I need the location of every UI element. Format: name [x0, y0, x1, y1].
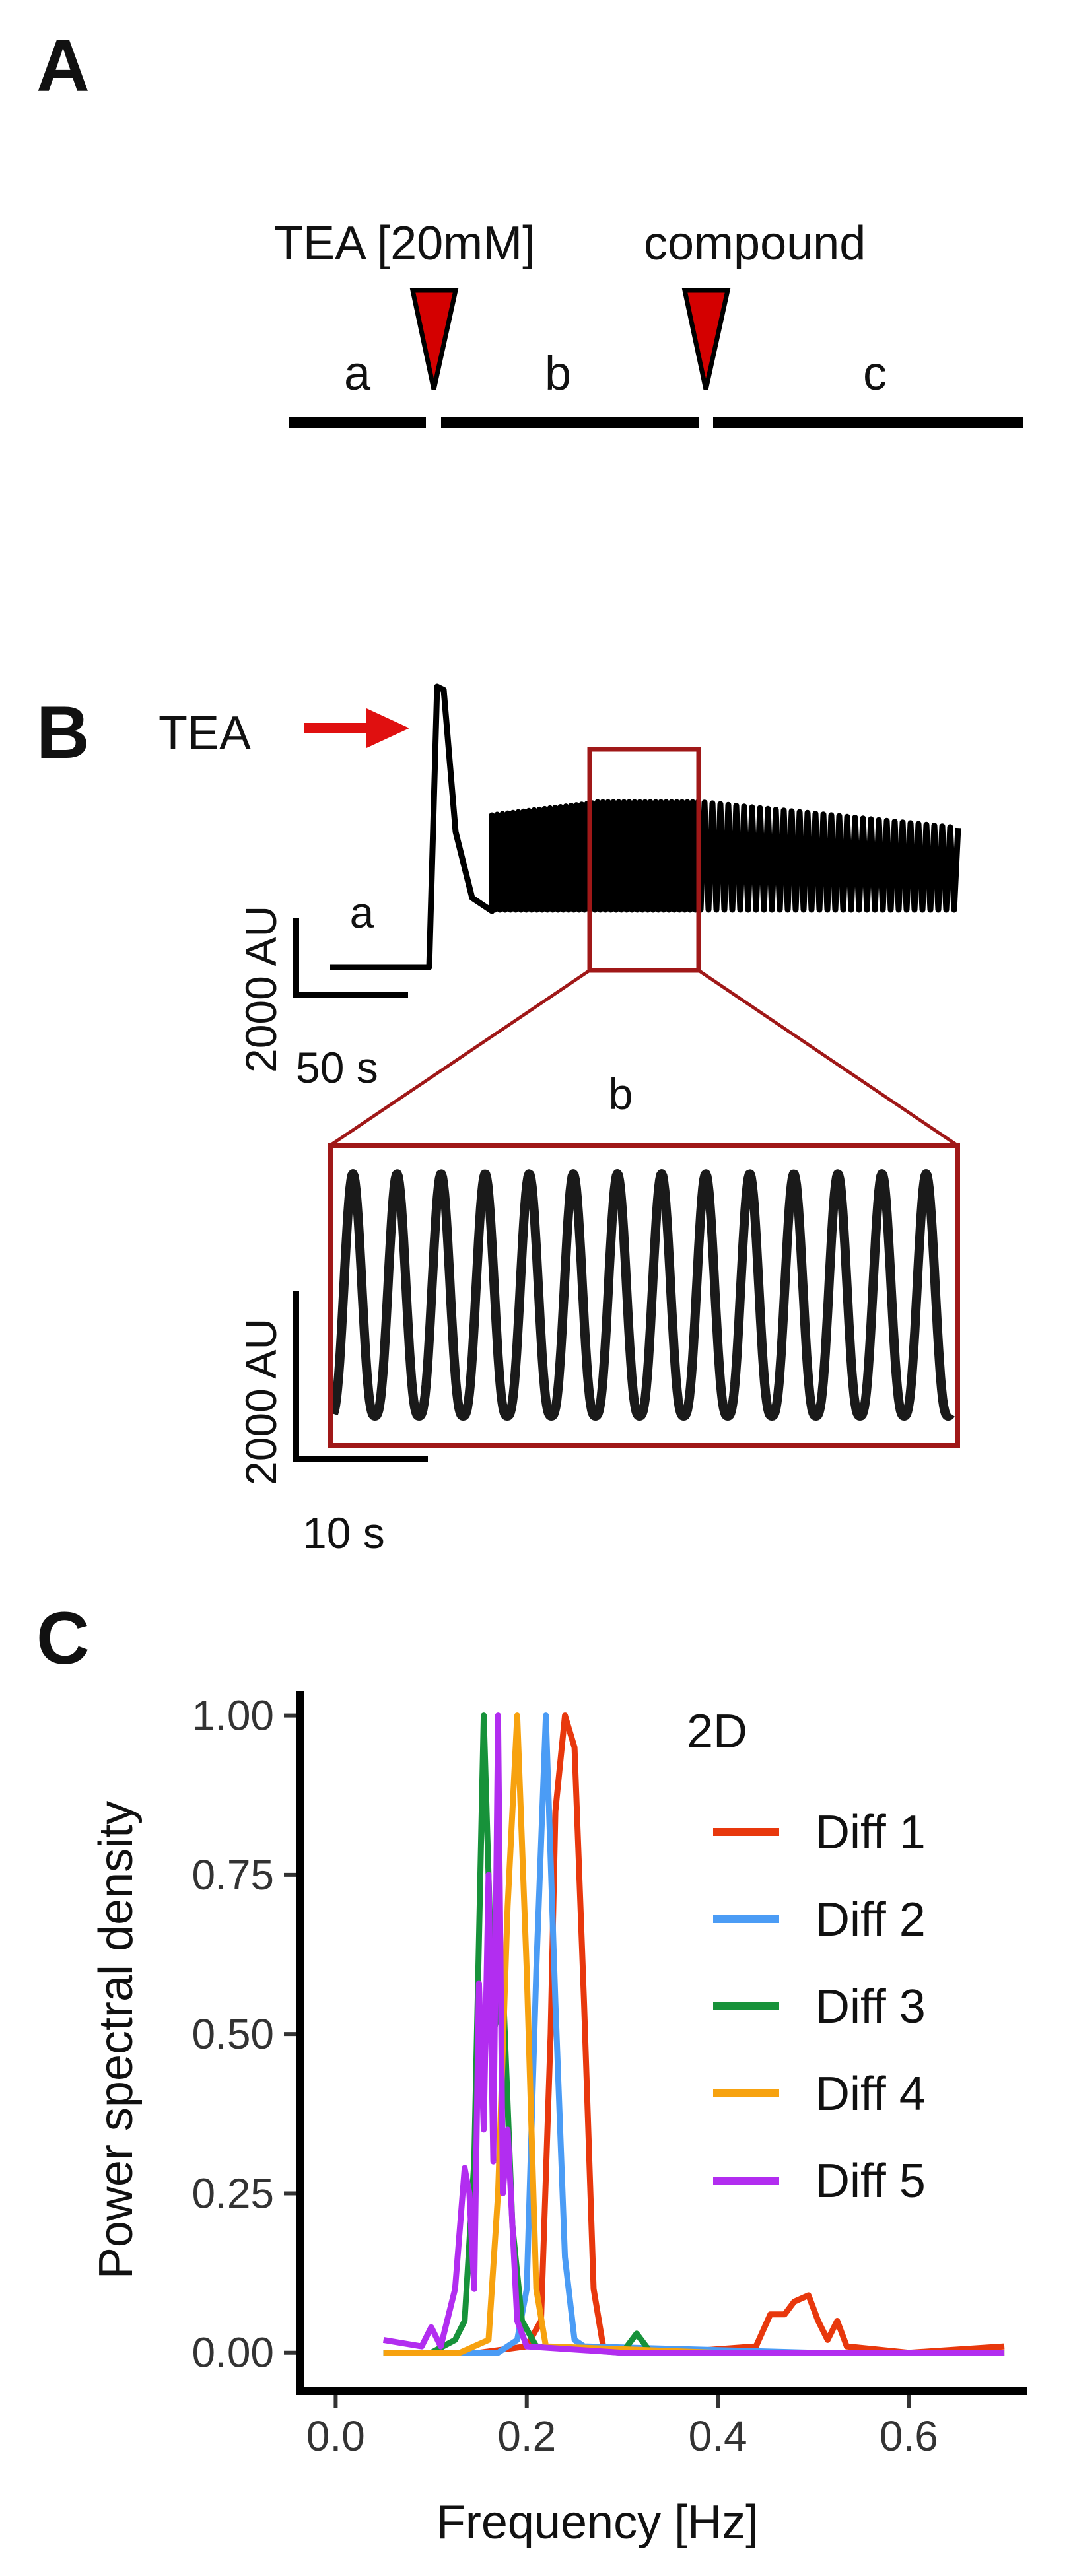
legend-label-2: Diff 2 [815, 1893, 926, 1946]
y-tick-label: 0.75 [191, 1851, 274, 1899]
legend-label-4: Diff 4 [815, 2068, 926, 2120]
y-tick-label: 0.25 [191, 2169, 274, 2217]
zoom-region-box [587, 747, 701, 973]
panel-c-letter: C [36, 1597, 90, 1679]
zoom-frame [328, 1143, 960, 1448]
x-tick-label: 0.6 [880, 2412, 938, 2460]
compound-label: compound [644, 217, 866, 270]
x-tick-label: 0.0 [306, 2412, 365, 2460]
panel-b: B TEA a 2000 AU 50 s b 2000 AU 10 s [36, 683, 961, 1557]
psd-series-line-5 [382, 1712, 1005, 2356]
tea-arrow-icon [304, 708, 409, 748]
x-tick-label: 0.4 [689, 2412, 747, 2460]
legend: 2D Diff 1 Diff 2 Diff 3 Diff 4 Diff 5 [687, 1705, 926, 2208]
y-tick-label: 1.00 [191, 1692, 274, 1740]
zoom-scale-y-label: 2000 AU [236, 1318, 285, 1485]
segment-c-label: c [863, 347, 887, 400]
segment-b-label: b [545, 347, 571, 400]
zoom-trace [329, 1169, 955, 1421]
legend-label-3: Diff 3 [815, 1981, 926, 2033]
panel-a-letter: A [36, 24, 90, 107]
zoom-connector-left [329, 968, 591, 1147]
zoom-scale-bar [293, 1291, 428, 1462]
psd-series-line-3 [383, 1712, 1005, 2356]
panel-b-letter: B [36, 691, 90, 774]
x-axis-label: Frequency [Hz] [436, 2496, 759, 2549]
legend-title: 2D [687, 1705, 747, 1758]
y-axis-label: Power spectral density [90, 1801, 143, 2279]
zoom-scale-x-label: 10 s [302, 1508, 385, 1557]
overview-trace [330, 683, 961, 970]
zoom-label: b [609, 1069, 633, 1118]
legend-label-1: Diff 1 [815, 1806, 926, 1859]
overview-scale-x-label: 50 s [296, 1043, 378, 1092]
overview-scale-y-label: 2000 AU [236, 906, 285, 1073]
psd-series-group [382, 1712, 1005, 2356]
overview-scale-bar [293, 918, 408, 998]
panel-a: A TEA [20mM] compound a b c [36, 24, 1023, 428]
panel-c: C 0.00 0.25 0.50 0.75 1.00 0.0 0.2 0.4 0.6 Frequ… [36, 1597, 1027, 2549]
zoom-connector-right [697, 968, 959, 1147]
axis-ticks: 0.00 0.25 0.50 0.75 1.00 0.0 0.2 0.4 0.6 [191, 1692, 938, 2460]
segment-a-label: a [344, 347, 371, 400]
legend-label-5: Diff 5 [815, 2155, 926, 2208]
y-tick-label: 0.50 [191, 2010, 274, 2058]
segment-a-trace-label: a [350, 888, 374, 937]
y-tick-label: 0.00 [191, 2329, 274, 2377]
tea-label: TEA [20mM] [274, 217, 536, 270]
compound-marker-icon [681, 288, 731, 390]
x-tick-label: 0.2 [497, 2412, 556, 2460]
tea-marker-icon [409, 288, 459, 390]
tea-stimulus-label: TEA [158, 707, 251, 760]
